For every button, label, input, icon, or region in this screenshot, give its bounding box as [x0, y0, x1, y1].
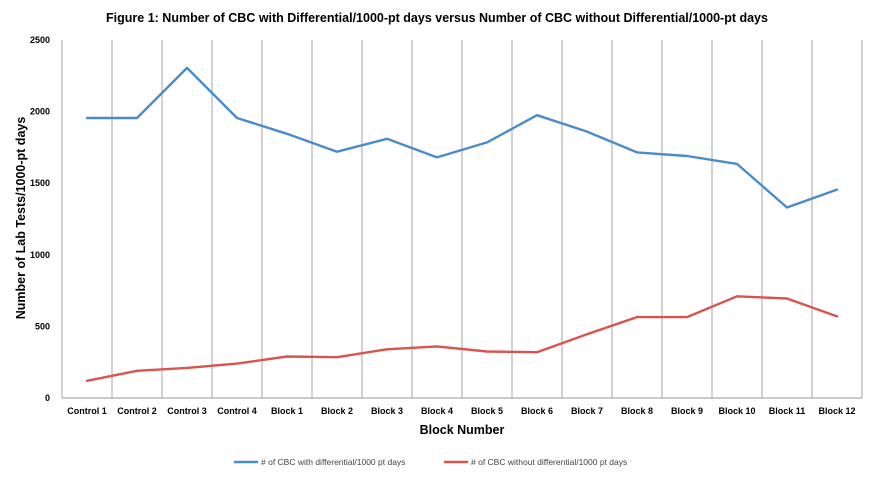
x-tick-label: Block 10: [718, 406, 755, 416]
x-tick-label: Block 1: [271, 406, 303, 416]
y-tick-label: 1500: [30, 178, 50, 188]
y-tick-label: 2000: [30, 107, 50, 117]
x-tick-label: Control 3: [167, 406, 207, 416]
series-lines: [85, 66, 839, 382]
series-line-2: [85, 295, 839, 382]
legend: # of CBC with differential/1000 pt days #…: [234, 457, 627, 467]
x-tick-label: Control 4: [217, 406, 257, 416]
x-tick-labels: Control 1 Control 2 Control 3 Control 4 Bloc…: [67, 406, 855, 416]
x-tick-label: Block 9: [671, 406, 703, 416]
y-tick-label: 0: [45, 393, 50, 403]
chart-title: Figure 1: Number of CBC with Differentia…: [106, 11, 768, 25]
y-axis-title: Number of Lab Tests/1000-pt days: [14, 117, 28, 320]
x-tick-label: Block 5: [471, 406, 503, 416]
x-tick-label: Block 3: [371, 406, 403, 416]
legend-label: # of CBC with differential/1000 pt days: [261, 457, 405, 467]
series-line-1: [85, 66, 839, 209]
y-tick-labels: 0 500 1000 1500 2000 2500: [30, 35, 50, 403]
y-tick-label: 2500: [30, 35, 50, 45]
x-tick-label: Block 4: [421, 406, 453, 416]
x-tick-label: Block 8: [621, 406, 653, 416]
x-tick-label: Block 6: [521, 406, 553, 416]
x-tick-label: Block 7: [571, 406, 603, 416]
x-axis-title: Block Number: [420, 423, 505, 437]
legend-label: # of CBC without differential/1000 pt da…: [471, 457, 627, 467]
vertical-gridlines: [61, 40, 863, 398]
x-tick-label: Block 11: [769, 406, 806, 416]
y-tick-label: 500: [35, 321, 50, 331]
x-tick-label: Control 2: [117, 406, 157, 416]
x-tick-label: Block 12: [818, 406, 855, 416]
x-tick-label: Block 2: [321, 406, 353, 416]
y-tick-label: 1000: [30, 250, 50, 260]
x-tick-label: Control 1: [67, 406, 107, 416]
